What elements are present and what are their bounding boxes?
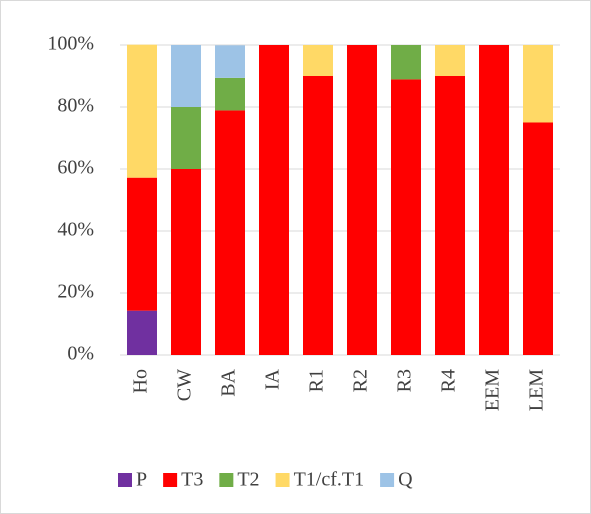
bar-segment — [479, 45, 509, 355]
bar-segment — [127, 177, 157, 311]
bar-segment — [171, 107, 201, 169]
bar-segment — [171, 169, 201, 355]
legend-swatch — [275, 473, 290, 487]
bar-segment — [259, 45, 289, 355]
x-tick-label: R1 — [306, 369, 328, 392]
bar-segment — [215, 77, 245, 111]
bar-segment — [303, 45, 333, 76]
x-tick-label: BA — [218, 368, 240, 396]
bar-segment — [127, 44, 157, 178]
legend-swatch — [118, 473, 132, 487]
y-tick-label: 20% — [57, 281, 94, 303]
y-tick-label: 40% — [57, 219, 94, 241]
bar-segment — [215, 110, 245, 355]
x-tick-label: LEM — [526, 369, 548, 411]
bar-segment — [523, 45, 553, 123]
legend-label: T1/cf.T1 — [294, 469, 365, 491]
legend-swatch — [219, 473, 234, 487]
y-tick-label: 80% — [57, 95, 94, 117]
bar-segment — [391, 79, 421, 355]
bar-segment — [435, 76, 465, 355]
x-tick-label: CW — [174, 369, 196, 401]
legend-label: Q — [398, 469, 413, 491]
bar-segment — [127, 310, 157, 355]
x-tick-label: EEM — [482, 369, 504, 411]
x-tick-label: Ho — [130, 369, 152, 393]
y-tick-label: 60% — [57, 157, 94, 179]
bar-segment — [215, 45, 245, 78]
bar-segment — [435, 45, 465, 76]
legend-label: P — [136, 469, 147, 491]
y-tick-label: 100% — [47, 33, 94, 55]
x-tick-label: R3 — [394, 369, 416, 392]
x-tick-label: R4 — [438, 369, 460, 392]
legend-swatch — [380, 473, 395, 487]
x-tick-label: IA — [262, 368, 284, 390]
legend-label: T3 — [181, 469, 203, 491]
bar-segment — [391, 45, 421, 80]
bar-segment — [303, 76, 333, 355]
y-tick-label: 0% — [67, 343, 94, 365]
bar-segment — [171, 45, 201, 107]
legend-swatch — [163, 473, 178, 487]
bar-segment — [347, 45, 377, 355]
legend-label: T2 — [237, 469, 259, 491]
bar-segment — [523, 122, 553, 355]
x-tick-label: R2 — [350, 369, 372, 392]
